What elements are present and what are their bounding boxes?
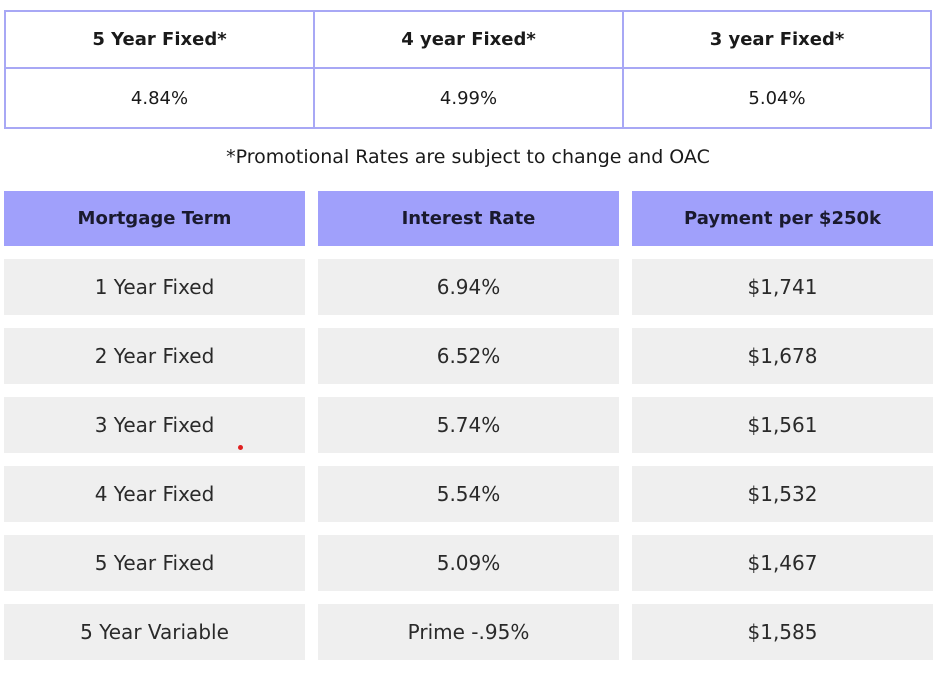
term-cell: 5 Year Fixed [4,535,305,591]
term-cell: 2 Year Fixed [4,328,305,384]
cursor-dot [238,445,243,450]
rate-cell: 5.54% [318,466,619,522]
column-header-term: Mortgage Term [4,191,305,246]
promo-value-4yr: 4.99% [315,69,624,127]
rate-cell: 6.94% [318,259,619,315]
promo-disclaimer: *Promotional Rates are subject to change… [226,146,710,168]
table-row: 4 Year Fixed 5.54% $1,532 [4,466,933,522]
term-cell: 5 Year Variable [4,604,305,660]
table-row: 2 Year Fixed 6.52% $1,678 [4,328,933,384]
table-row: 3 Year Fixed 5.74% $1,561 [4,397,933,453]
payment-cell: $1,741 [632,259,933,315]
term-cell: 1 Year Fixed [4,259,305,315]
promo-header-4yr: 4 year Fixed* [315,12,624,69]
rate-cell: 6.52% [318,328,619,384]
rate-cell: Prime -.95% [318,604,619,660]
mortgage-rates-table: Mortgage Term Interest Rate Payment per … [4,191,933,673]
term-cell: 4 Year Fixed [4,466,305,522]
term-cell: 3 Year Fixed [4,397,305,453]
table-row: 1 Year Fixed 6.94% $1,741 [4,259,933,315]
table-row: 5 Year Variable Prime -.95% $1,585 [4,604,933,660]
payment-cell: $1,585 [632,604,933,660]
payment-cell: $1,532 [632,466,933,522]
promo-header-3yr: 3 year Fixed* [624,12,930,69]
promo-value-5yr: 4.84% [6,69,315,127]
table-row: 5 Year Fixed 5.09% $1,467 [4,535,933,591]
table-header-row: Mortgage Term Interest Rate Payment per … [4,191,933,246]
payment-cell: $1,678 [632,328,933,384]
promo-header-5yr: 5 Year Fixed* [6,12,315,69]
promo-rates-table: 5 Year Fixed* 4 year Fixed* 3 year Fixed… [4,10,932,129]
promo-value-3yr: 5.04% [748,87,806,109]
column-header-rate: Interest Rate [318,191,619,246]
column-header-payment: Payment per $250k [632,191,933,246]
rate-cell: 5.74% [318,397,619,453]
payment-cell: $1,561 [632,397,933,453]
rate-cell: 5.09% [318,535,619,591]
payment-cell: $1,467 [632,535,933,591]
